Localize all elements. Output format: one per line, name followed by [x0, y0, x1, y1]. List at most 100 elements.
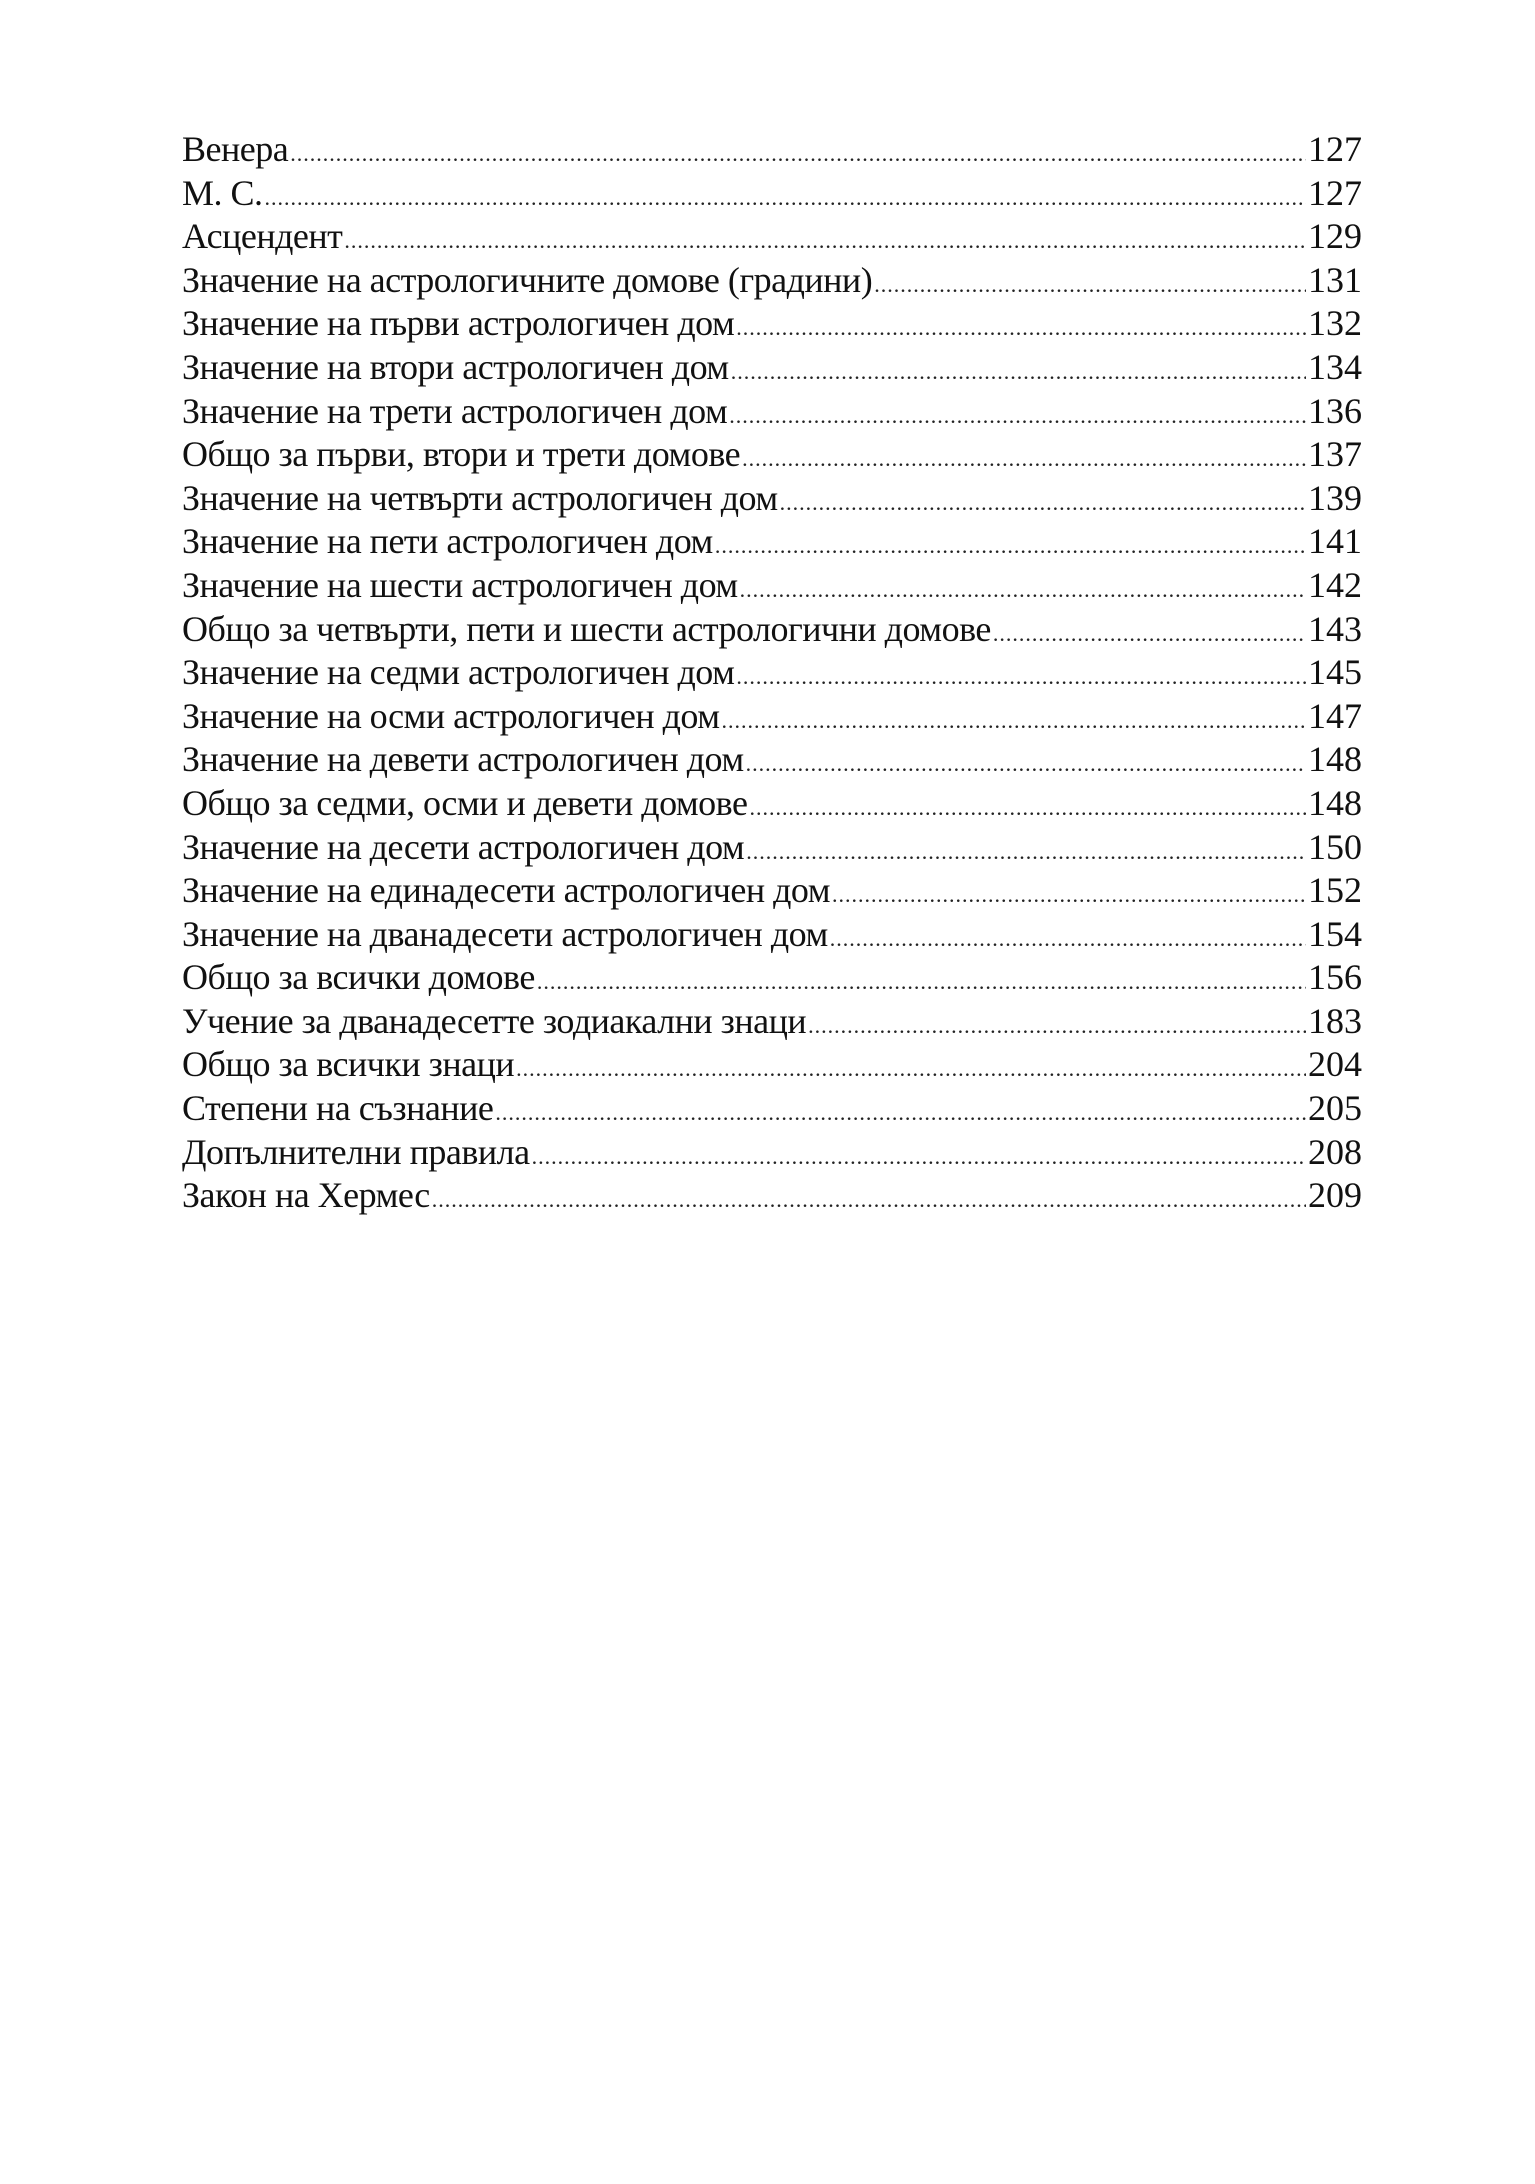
- dot-leader: [746, 839, 1306, 865]
- toc-entry-page: 129: [1308, 216, 1362, 257]
- toc-entry-page: 141: [1308, 521, 1362, 562]
- toc-entry-page: 208: [1308, 1131, 1362, 1172]
- toc-entry: Значение на втори астрологичен дом 134: [182, 346, 1362, 390]
- table-of-contents: Венера 127 М. С. 127 Асцендент 129 Значение на…: [182, 128, 1362, 1218]
- toc-entry: Значение на дванадесети астрологичен дом…: [182, 913, 1362, 957]
- toc-entry: М. С. 127: [182, 172, 1362, 216]
- toc-entry-page: 183: [1308, 1000, 1362, 1041]
- dot-leader: [749, 795, 1306, 821]
- dot-leader: [780, 490, 1306, 516]
- toc-entry-title: Значение на трети астрологичен дом: [182, 390, 728, 431]
- toc-entry-page: 139: [1308, 477, 1362, 518]
- toc-entry-title: Допълнителни правила: [182, 1131, 530, 1172]
- toc-entry: Общо за всички домове 156: [182, 956, 1362, 1000]
- toc-entry-page: 156: [1308, 957, 1362, 998]
- dot-leader: [742, 446, 1306, 472]
- toc-entry: Значение на първи астрологичен дом 132: [182, 302, 1362, 346]
- dot-leader: [265, 185, 1306, 211]
- toc-entry-title: Общо за всички знаци: [182, 1044, 515, 1085]
- toc-entry-title: Асцендент: [182, 216, 343, 257]
- toc-entry-page: 127: [1308, 129, 1362, 169]
- toc-entry-title: Общо за първи, втори и трети домове: [182, 434, 741, 475]
- toc-entry: Значение на четвърти астрологичен дом 139: [182, 477, 1362, 521]
- toc-entry-page: 147: [1308, 695, 1362, 736]
- toc-entry: Значение на десети астрологичен дом 150: [182, 826, 1362, 870]
- toc-entry: Значение на шести астрологичен дом 142: [182, 564, 1362, 608]
- toc-entry: Закон на Хермес 209: [182, 1174, 1362, 1218]
- toc-entry: Значение на седми астрологичен дом 145: [182, 651, 1362, 695]
- toc-entry: Общо за всички знаци 204: [182, 1043, 1362, 1087]
- toc-entry-title: Значение на пети астрологичен дом: [182, 521, 713, 562]
- toc-entry-page: 145: [1308, 652, 1362, 693]
- toc-entry: Общо за четвърти, пети и шести астрологи…: [182, 608, 1362, 652]
- toc-entry: Значение на осми астрологичен дом 147: [182, 695, 1362, 739]
- toc-entry: Допълнителни правила 208: [182, 1131, 1362, 1175]
- dot-leader: [532, 1144, 1306, 1170]
- toc-entry-page: 127: [1308, 172, 1362, 213]
- toc-entry: Венера 127: [182, 128, 1362, 172]
- toc-entry-title: Значение на първи астрологичен дом: [182, 303, 735, 344]
- dot-leader: [808, 1013, 1306, 1039]
- toc-entry-title: Значение на десети астрологичен дом: [182, 826, 745, 867]
- toc-entry-title: Значение на седми астрологичен дом: [182, 652, 735, 693]
- toc-entry-page: 204: [1308, 1044, 1362, 1085]
- toc-entry-page: 148: [1308, 782, 1362, 823]
- toc-entry-title: Степени на съзнание: [182, 1088, 494, 1129]
- dot-leader: [715, 533, 1306, 559]
- toc-entry-page: 137: [1308, 434, 1362, 475]
- dot-leader: [746, 751, 1306, 777]
- toc-entry: Значение на трети астрологичен дом 136: [182, 390, 1362, 434]
- toc-entry-page: 143: [1308, 608, 1362, 649]
- toc-entry-title: Значение на дванадесети астрологичен дом: [182, 913, 828, 954]
- dot-leader: [993, 621, 1306, 647]
- toc-entry-page: 131: [1308, 259, 1362, 300]
- dot-leader: [731, 359, 1306, 385]
- toc-entry: Учение за дванадесетте зодиакални знаци 1…: [182, 1000, 1362, 1044]
- toc-entry-title: Значение на астрологичните домове (гради…: [182, 259, 873, 300]
- dot-leader: [432, 1187, 1306, 1213]
- toc-entry-title: Значение на девети астрологичен дом: [182, 739, 744, 780]
- toc-entry-title: Значение на втори астрологичен дом: [182, 346, 729, 387]
- dot-leader: [832, 882, 1306, 908]
- dot-leader: [830, 926, 1306, 952]
- toc-entry: Значение на девети астрологичен дом 148: [182, 738, 1362, 782]
- toc-entry-page: 134: [1308, 346, 1362, 387]
- dot-leader: [344, 228, 1306, 254]
- toc-entry: Общо за седми, осми и девети домове 148: [182, 782, 1362, 826]
- dot-leader: [874, 272, 1306, 298]
- toc-entry-title: М. С.: [182, 172, 263, 213]
- toc-entry-page: 205: [1308, 1088, 1362, 1129]
- toc-entry-title: Значение на шести астрологичен дом: [182, 564, 738, 605]
- dot-leader: [516, 1056, 1306, 1082]
- dot-leader: [736, 315, 1306, 341]
- toc-entry-title: Закон на Хермес: [182, 1175, 430, 1216]
- toc-entry: Значение на пети астрологичен дом 141: [182, 520, 1362, 564]
- toc-entry-title: Венера: [182, 129, 289, 169]
- toc-entry-title: Учение за дванадесетте зодиакални знаци: [182, 1000, 807, 1041]
- toc-entry: Степени на съзнание 205: [182, 1087, 1362, 1131]
- toc-entry-title: Общо за всички домове: [182, 957, 535, 998]
- dot-leader: [740, 577, 1306, 603]
- toc-entry: Асцендент 129: [182, 215, 1362, 259]
- toc-entry-page: 154: [1308, 913, 1362, 954]
- toc-entry: Значение на астрологичните домове (гради…: [182, 259, 1362, 303]
- toc-entry-title: Общо за седми, осми и девети домове: [182, 782, 748, 823]
- dot-leader: [736, 664, 1306, 690]
- dot-leader: [537, 969, 1306, 995]
- toc-entry-title: Значение на осми астрологичен дом: [182, 695, 720, 736]
- toc-entry: Общо за първи, втори и трети домове 137: [182, 433, 1362, 477]
- dot-leader: [495, 1100, 1306, 1126]
- dot-leader: [290, 141, 1306, 167]
- toc-entry-title: Значение на единадесети астрологичен дом: [182, 870, 831, 911]
- toc-entry-title: Общо за четвърти, пети и шести астрологи…: [182, 608, 991, 649]
- toc-entry-page: 142: [1308, 564, 1362, 605]
- dot-leader: [722, 708, 1306, 734]
- toc-entry-page: 152: [1308, 870, 1362, 911]
- toc-entry-page: 136: [1308, 390, 1362, 431]
- dot-leader: [729, 403, 1306, 429]
- toc-entry-page: 148: [1308, 739, 1362, 780]
- toc-entry-page: 150: [1308, 826, 1362, 867]
- toc-entry-title: Значение на четвърти астрологичен дом: [182, 477, 778, 518]
- toc-entry: Значение на единадесети астрологичен дом…: [182, 869, 1362, 913]
- toc-entry-page: 209: [1308, 1175, 1362, 1216]
